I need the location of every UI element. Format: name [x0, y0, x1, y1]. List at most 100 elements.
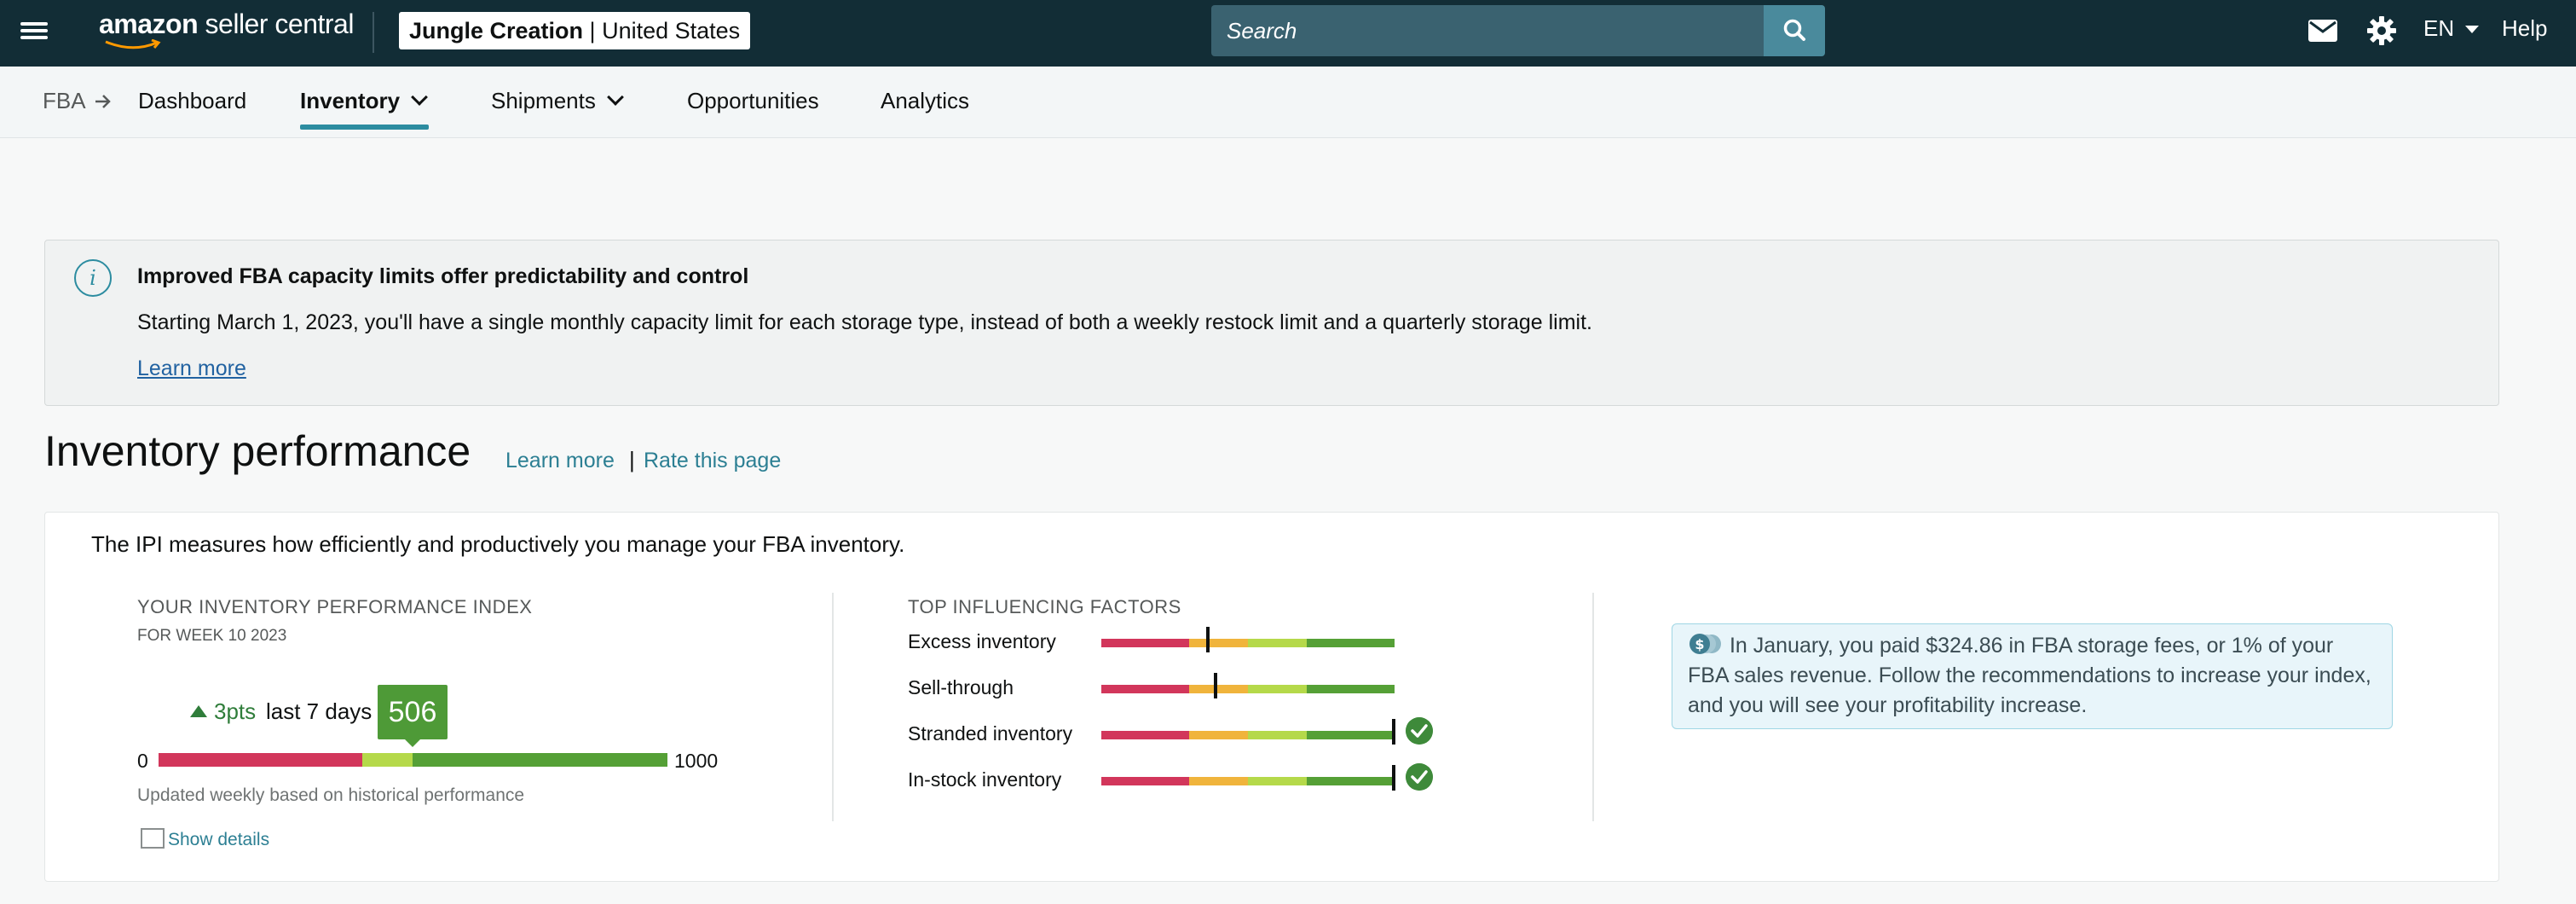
help-link[interactable]: Help — [2502, 15, 2548, 41]
account-region: United States — [602, 18, 741, 43]
fba-subnav: FBA Dashboard Inventory Shipments Opport… — [0, 67, 2576, 138]
bar-orange-segment — [1189, 731, 1248, 739]
ipi-updated-note: Updated weekly based on historical perfo… — [137, 785, 525, 805]
bar-orange-segment — [1189, 685, 1248, 693]
search-input[interactable] — [1211, 5, 1764, 56]
mail-icon[interactable] — [2308, 20, 2337, 42]
factor-label: Sell-through — [908, 676, 1014, 698]
tab-shipments[interactable]: Shipments — [491, 67, 624, 138]
account-switcher[interactable]: Jungle Creation | United States — [399, 12, 751, 49]
ipi-card: The IPI measures how efficiently and pro… — [44, 512, 2499, 882]
logo-amazon-text: amazon — [99, 9, 199, 39]
factor-bar — [1101, 639, 1395, 647]
factor-marker — [1392, 765, 1395, 791]
bar-lightgreen-segment — [1247, 639, 1307, 647]
tab-inventory-label: Inventory — [300, 88, 401, 113]
factor-stranded-inventory: Stranded inventory — [908, 717, 1433, 748]
account-name: Jungle Creation — [409, 18, 584, 43]
tab-analytics[interactable]: Analytics — [881, 88, 970, 113]
info-icon: i — [74, 259, 112, 297]
column-divider — [832, 593, 834, 821]
bar-green-segment — [1306, 685, 1395, 693]
menu-icon[interactable] — [20, 19, 48, 46]
ipi-gauge-bar — [159, 753, 667, 767]
capacity-limits-alert: i Improved FBA capacity limits offer pre… — [44, 240, 2499, 406]
bar-lightgreen-segment — [1247, 731, 1307, 739]
logo-suffix-text: seller central — [205, 9, 355, 39]
column-divider — [1592, 593, 1594, 821]
bar-red-segment — [1101, 685, 1190, 693]
page-title: Inventory performance — [44, 427, 471, 475]
factor-marker — [1214, 673, 1217, 698]
gauge-green-segment — [413, 753, 667, 767]
details-panel-icon — [141, 828, 165, 849]
ipi-max: 1000 — [674, 750, 719, 772]
bar-green-segment — [1306, 639, 1395, 647]
check-circle-icon — [1406, 763, 1433, 791]
tab-inventory[interactable]: Inventory — [300, 67, 430, 138]
tab-opportunities[interactable]: Opportunities — [687, 88, 819, 113]
amazon-smile-icon — [105, 39, 161, 49]
tab-shipments-label: Shipments — [491, 88, 596, 113]
search-box — [1211, 5, 1825, 56]
factor-bar — [1101, 777, 1395, 785]
amazon-seller-central-logo[interactable]: amazon seller central — [99, 9, 354, 51]
factor-sell-through: Sell-through — [908, 673, 1419, 702]
bar-red-segment — [1101, 731, 1190, 739]
ipi-week: FOR WEEK 10 2023 — [137, 627, 287, 645]
bar-red-segment — [1101, 777, 1190, 785]
bar-orange-segment — [1189, 639, 1248, 647]
factor-bar — [1101, 685, 1395, 693]
storage-fee-tip: $ In January, you paid $324.86 in FBA st… — [1672, 623, 2393, 729]
search-button[interactable] — [1764, 5, 1825, 56]
ipi-description: The IPI measures how efficiently and pro… — [91, 531, 905, 557]
tip-text: In January, you paid $324.86 in FBA stor… — [1688, 634, 2371, 717]
breadcrumb-fba[interactable]: FBA — [43, 88, 86, 113]
learn-more-link[interactable]: Learn more — [505, 449, 615, 472]
language-selector[interactable]: EN — [2423, 15, 2480, 42]
rate-page-link[interactable]: Rate this page — [644, 449, 782, 472]
ipi-delta-period: last 7 days — [266, 698, 373, 724]
chevron-down-icon — [411, 89, 428, 106]
coins-icon: $ — [1689, 634, 1721, 655]
factor-label: Stranded inventory — [908, 722, 1073, 745]
bar-green-segment — [1306, 777, 1395, 785]
ipi-score-badge: 506 — [378, 685, 448, 747]
factors-title: TOP INFLUENCING FACTORS — [908, 596, 1181, 617]
settings-gear-icon[interactable] — [2366, 15, 2397, 46]
bar-red-segment — [1101, 639, 1190, 647]
show-details-link[interactable]: Show details — [141, 828, 270, 850]
show-details-label: Show details — [168, 830, 270, 849]
alert-title: Improved FBA capacity limits offer predi… — [137, 264, 749, 288]
bar-green-segment — [1306, 731, 1395, 739]
ipi-title: YOUR INVENTORY PERFORMANCE INDEX — [137, 596, 533, 617]
header-divider — [373, 12, 374, 53]
gauge-red-segment — [159, 753, 362, 767]
search-icon — [1783, 19, 1805, 41]
svg-text:$: $ — [1695, 636, 1704, 652]
bar-lightgreen-segment — [1247, 777, 1307, 785]
factor-label: In-stock inventory — [908, 768, 1062, 791]
trend-up-icon — [190, 705, 207, 717]
language-label: EN — [2423, 15, 2455, 41]
alert-body: Starting March 1, 2023, you'll have a si… — [137, 310, 1592, 334]
top-bar: amazon seller central Jungle Creation | … — [0, 0, 2576, 67]
alert-learn-more-link[interactable]: Learn more — [137, 356, 246, 380]
ipi-delta: 3pts — [214, 698, 257, 724]
tab-dashboard[interactable]: Dashboard — [138, 88, 247, 113]
factor-marker — [1206, 627, 1210, 652]
check-circle-icon — [1406, 717, 1433, 745]
arrow-right-icon — [95, 95, 111, 108]
factor-label: Excess inventory — [908, 630, 1056, 652]
factor-in-stock-inventory: In-stock inventory — [908, 763, 1433, 794]
factor-excess-inventory: Excess inventory — [908, 627, 1419, 656]
account-separator: | — [589, 18, 596, 43]
caret-down-icon — [2465, 26, 2480, 34]
gauge-yellowgreen-segment — [361, 753, 413, 767]
factor-marker — [1392, 719, 1395, 745]
heading-separator: | — [629, 447, 635, 472]
ipi-min: 0 — [137, 750, 148, 772]
chevron-down-icon — [606, 89, 624, 106]
bar-orange-segment — [1189, 777, 1248, 785]
factor-bar — [1101, 731, 1395, 739]
